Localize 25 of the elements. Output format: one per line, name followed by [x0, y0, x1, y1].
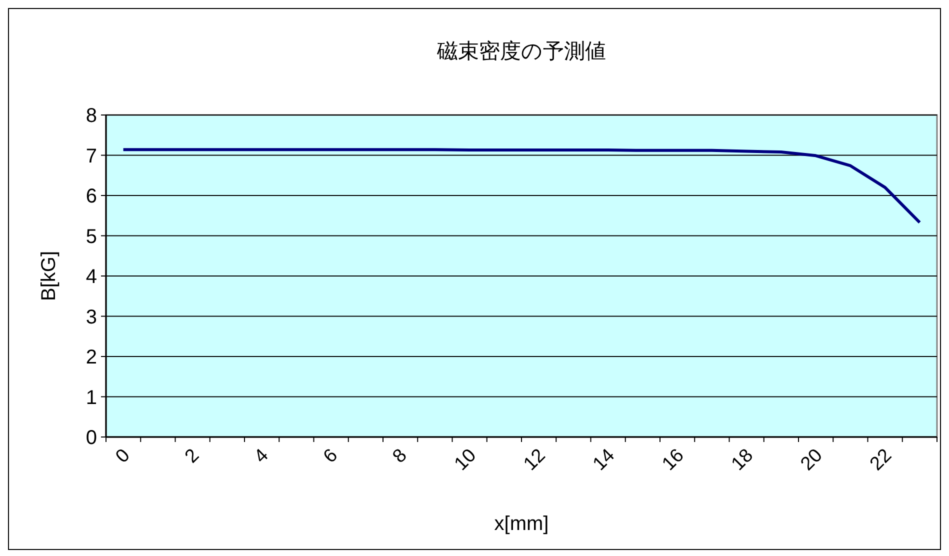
x-tick-label: 2: [181, 445, 204, 468]
y-tick-label: 6: [86, 186, 97, 208]
x-tick-label: 4: [250, 444, 274, 468]
x-axis-title: x[mm]: [494, 513, 549, 535]
y-tick-label: 3: [86, 306, 97, 328]
line-series: [122, 148, 922, 224]
y-axis-title: B[kG]: [38, 250, 60, 302]
y-tick-label: 2: [86, 346, 97, 368]
x-tick-label: 0: [112, 445, 134, 468]
y-tick-label: 4: [86, 266, 97, 288]
y-tick-label: 8: [86, 105, 97, 127]
chart-title: 磁束密度の予測値: [436, 40, 606, 63]
x-tick-label: 22: [866, 445, 896, 475]
x-tick-label: 16: [658, 445, 688, 475]
x-tick-label: 18: [728, 445, 758, 475]
y-tick-label: 7: [86, 145, 97, 168]
y-tick-label: 0: [86, 427, 97, 449]
y-tick-label: 1: [86, 386, 97, 409]
y-tick-label: 5: [86, 226, 97, 248]
x-tick-label: 12: [520, 445, 550, 475]
x-tick-label: 14: [589, 444, 620, 475]
x-tick-label: 20: [796, 445, 827, 475]
x-tick-label: 10: [450, 445, 481, 475]
x-tick-label: 6: [320, 445, 342, 468]
x-tick-label: 8: [388, 445, 412, 468]
